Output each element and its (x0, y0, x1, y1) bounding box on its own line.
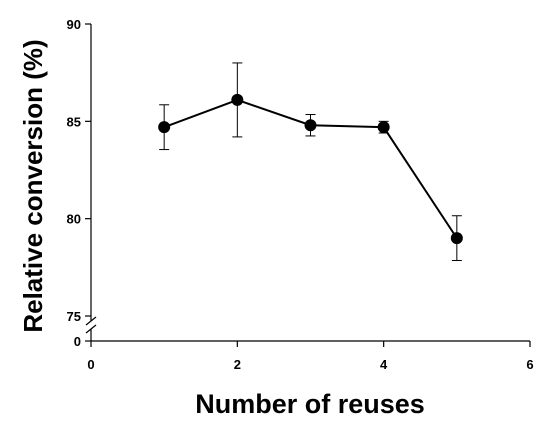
data-point (304, 119, 317, 132)
data-point (158, 121, 171, 134)
x-tick-label: 6 (526, 357, 533, 372)
axis-break-mark (85, 316, 97, 326)
axis-break-mark (85, 324, 97, 334)
x-axis-title: Number of reuses (195, 389, 425, 419)
y-tick-label: 90 (67, 17, 81, 32)
y-tick-label: 80 (67, 212, 81, 227)
data-point (377, 121, 390, 134)
y-axis-title: Relative conversion (%) (18, 39, 48, 332)
y-tick-label: 85 (67, 114, 81, 129)
y-tick-label: 0 (74, 334, 81, 349)
data-point (231, 93, 244, 106)
y-tick-label: 75 (67, 309, 81, 324)
data-point (450, 232, 463, 245)
axes (85, 24, 530, 342)
x-tick-label: 4 (380, 357, 388, 372)
x-tick-label: 0 (87, 357, 94, 372)
ticks: 0 2 4 6 75 80 85 90 0 (67, 17, 534, 372)
x-tick-label: 2 (234, 357, 241, 372)
plot-area (158, 62, 463, 262)
